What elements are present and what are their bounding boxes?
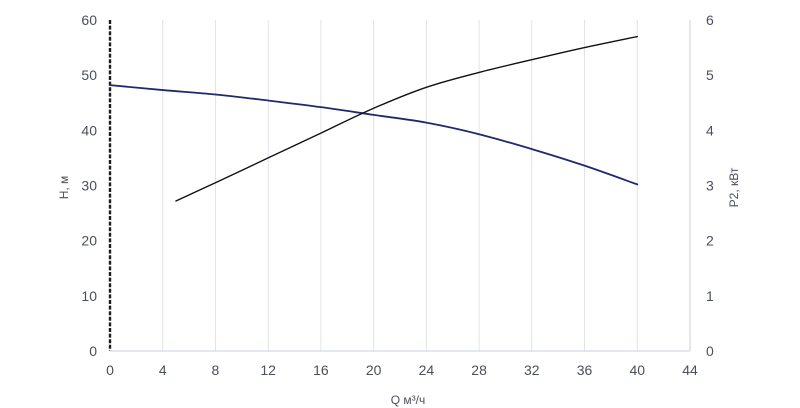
axes [108,20,691,352]
x-tick-label: 32 [524,362,540,378]
left-y-tick-label: 30 [81,178,97,194]
left-y-tick-label: 50 [81,67,97,83]
left-y-tick-label: 0 [89,343,97,359]
grid [162,20,691,351]
left-y-tick-label: 10 [81,288,97,304]
power-curve-line [175,35,638,202]
x-tick-label: 44 [682,362,698,378]
right-y-tick-label: 0 [706,343,714,359]
right-y-tick-label: 5 [706,67,714,83]
series [109,35,639,202]
right-y-tick-label: 2 [706,233,714,249]
left-y-axis-title: H, м [57,176,71,200]
x-axis-title: Q м³/ч [391,393,426,407]
x-tick-label: 20 [366,362,382,378]
x-tick-label: 12 [260,362,276,378]
x-tick-label: 4 [159,362,167,378]
right-y-tick-label: 3 [706,178,714,194]
x-tick-label: 24 [419,362,435,378]
left-y-tick-label: 20 [81,233,97,249]
left-y-tick-label: 40 [81,122,97,138]
left-y-tick-label: 60 [81,12,97,28]
x-tick-label: 40 [629,362,645,378]
head-curve-line [109,84,639,186]
x-tick-label: 0 [106,362,114,378]
x-tick-label: 16 [313,362,329,378]
x-tick-label: 28 [471,362,487,378]
right-y-axis-title: P2, кВт [727,167,741,207]
tick-labels: 0 4 8 12 16 20 24 28 32 36 40 440102030405060012345… [81,12,714,378]
right-y-tick-label: 6 [706,12,714,28]
x-tick-label: 8 [212,362,220,378]
x-tick-label: 36 [577,362,593,378]
right-y-tick-label: 4 [706,122,714,138]
right-y-tick-label: 1 [706,288,714,304]
